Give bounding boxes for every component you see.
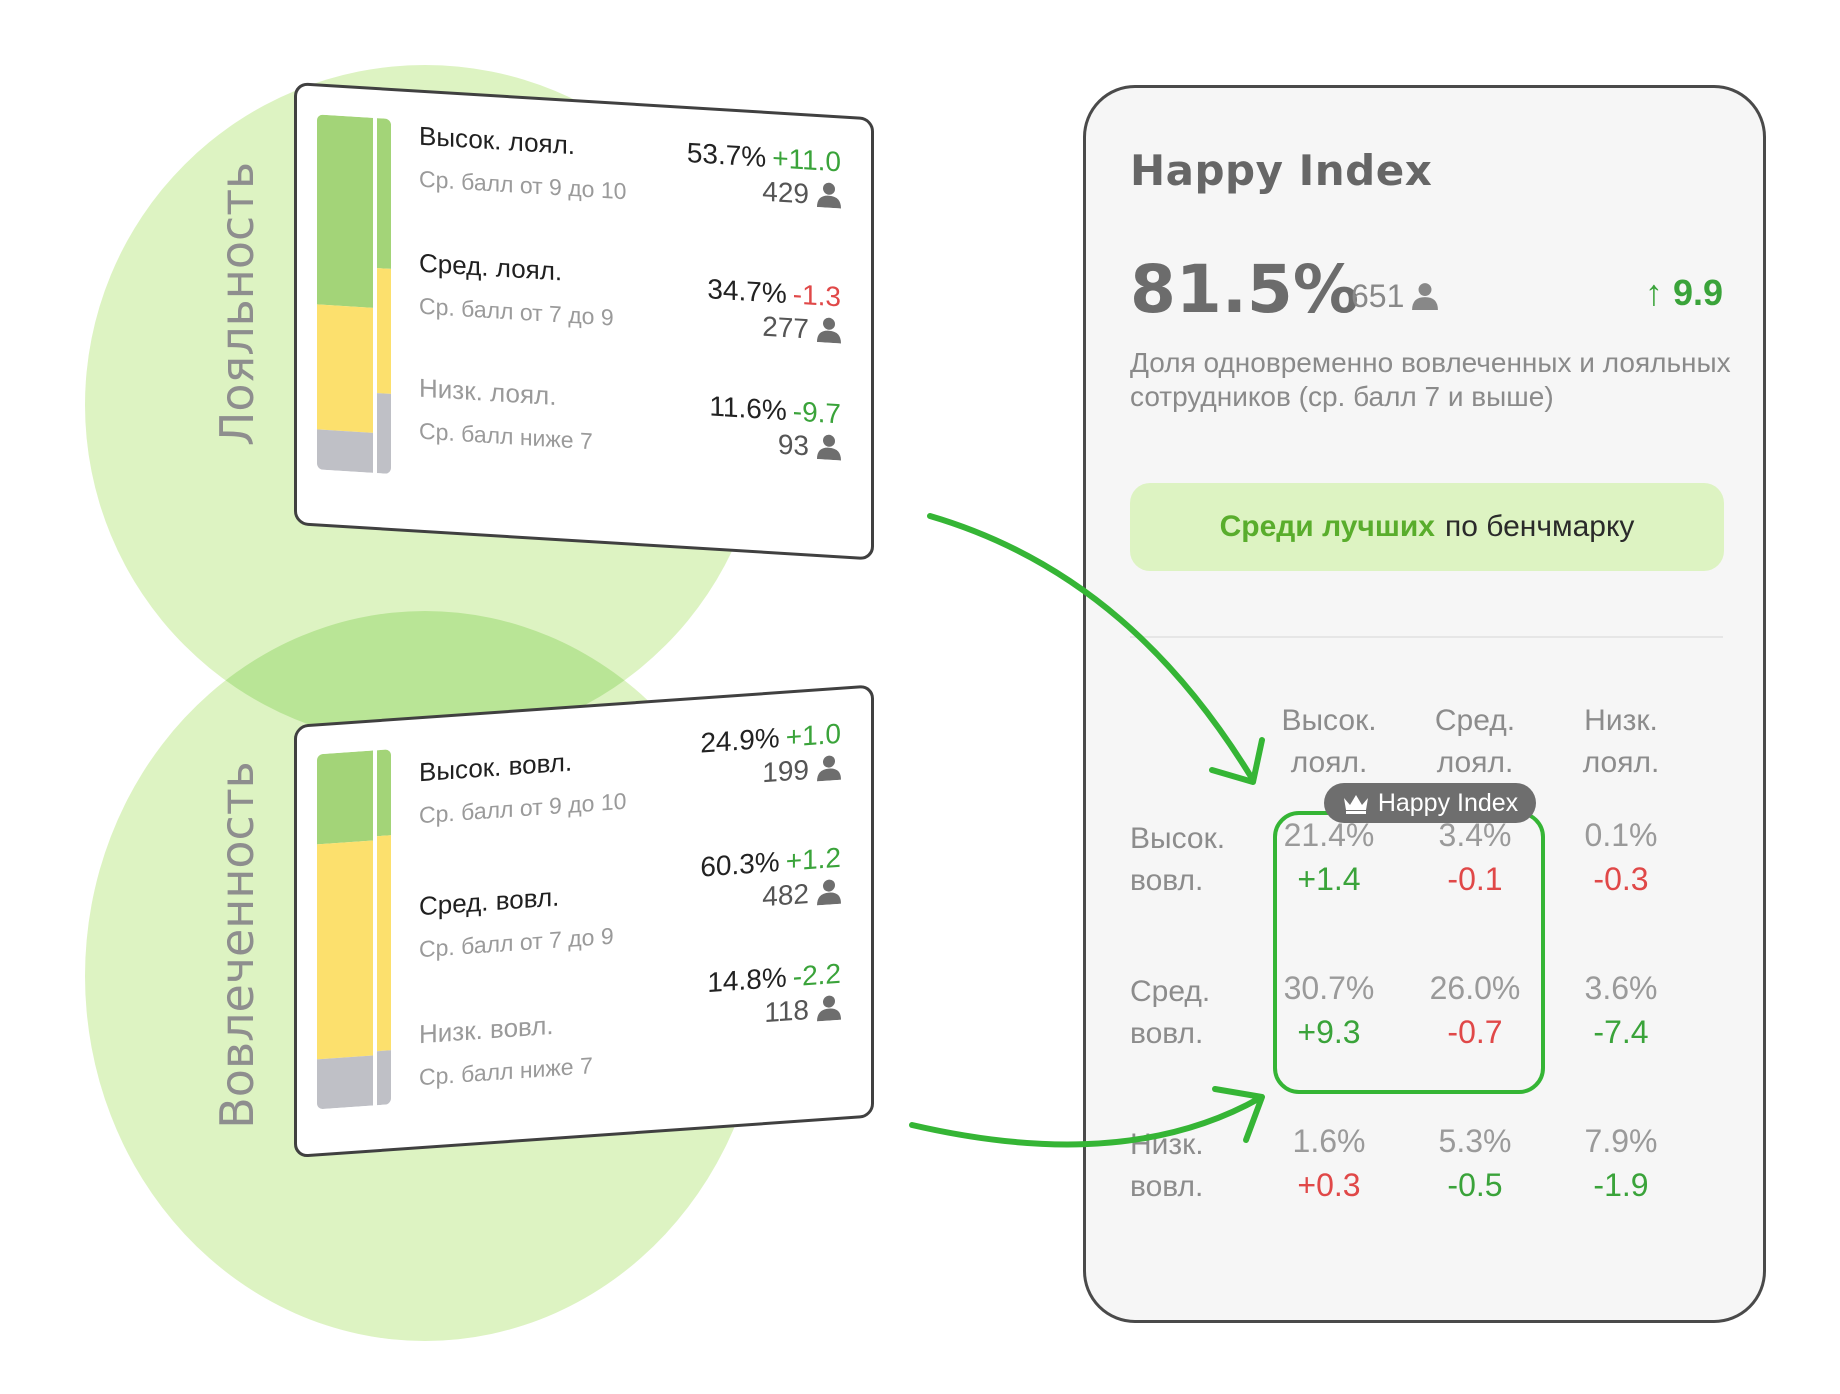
total-count: 651: [1351, 278, 1439, 315]
benchmark-banner: Среди лучших по бенчмарку: [1130, 483, 1724, 571]
panel-title: Happy Index: [1130, 146, 1433, 195]
person-icon: [817, 182, 841, 209]
engagement-stacked-bar: [317, 750, 373, 1110]
cell-delta: +1.4: [1297, 861, 1361, 897]
person-icon: [817, 755, 841, 782]
loyalty-compare-bar: [377, 118, 391, 474]
engagement-card: Высок. вовл. Ср. балл от 9 до 10 24.9% +1…: [294, 684, 874, 1158]
engagement-compare-bar: [377, 749, 391, 1106]
badge-label: Happy Index: [1377, 788, 1519, 817]
column-header: Сред. лоял.: [1434, 704, 1516, 779]
person-icon: [1412, 283, 1439, 310]
column-header: Низк. лоял.: [1582, 704, 1660, 779]
row-header: Высок. вовл.: [1130, 822, 1226, 897]
row-delta: -1.3: [792, 278, 841, 313]
happy-index-panel: Happy Index 81.5% 651 ↑ 9.9 Доля одновре…: [1083, 85, 1766, 1323]
cell-delta: -7.4: [1593, 1014, 1649, 1050]
cell-value: 0.1%: [1584, 817, 1658, 853]
matrix-cell: 1.6% +0.3: [1264, 1119, 1394, 1207]
loyalty-row-high: Высок. лоял. Ср. балл от 9 до 10 53.7% +1…: [419, 121, 841, 219]
matrix-cell: 21.4% +1.4: [1264, 813, 1394, 901]
person-icon: [817, 317, 841, 344]
engagement-axis-label: Вовлеченность: [210, 761, 264, 1129]
benchmark-highlight: Среди лучших: [1219, 510, 1435, 543]
row-count: 118: [764, 993, 809, 1029]
matrix-cell: 0.1% -0.3: [1556, 813, 1686, 901]
happy-index-value: 81.5%: [1130, 251, 1359, 328]
row-count: 277: [762, 310, 809, 345]
engagement-row-high: Высок. вовл. Ср. балл от 9 до 10 24.9% +1…: [419, 718, 841, 830]
row-count: 93: [777, 428, 809, 462]
matrix-cell: 26.0% -0.7: [1410, 966, 1540, 1054]
matrix-cell: 3.6% -7.4: [1556, 966, 1686, 1054]
engagement-row-low: Низк. вовл. Ср. балл ниже 7 14.8% -2.2 11…: [419, 958, 841, 1092]
row-delta: +1.2: [785, 841, 841, 877]
happy-index-delta: ↑ 9.9: [1645, 272, 1723, 314]
cell-value: 21.4%: [1283, 817, 1375, 853]
delta-value: 9.9: [1672, 272, 1723, 313]
loyalty-card: Высок. лоял. Ср. балл от 9 до 10 53.7% +1…: [294, 82, 874, 561]
row-count: 429: [762, 175, 809, 210]
person-icon: [817, 434, 841, 461]
row-percent: 34.7%: [707, 273, 787, 310]
cell-value: 26.0%: [1429, 970, 1521, 1006]
row-percent: 24.9%: [700, 722, 780, 759]
cell-delta: -0.1: [1447, 861, 1503, 897]
row-count: 482: [762, 877, 809, 913]
arrow-up-icon: ↑: [1644, 272, 1663, 313]
row-percent: 53.7%: [686, 137, 767, 173]
matrix-cell: 30.7% +9.3: [1264, 966, 1394, 1054]
cell-delta: -0.3: [1593, 861, 1649, 897]
crown-icon: [1343, 795, 1368, 814]
cell-delta: -1.9: [1593, 1167, 1649, 1203]
cell-delta: +0.3: [1297, 1167, 1361, 1203]
row-header: Сред. вовл.: [1130, 975, 1211, 1050]
row-percent: 11.6%: [709, 390, 787, 427]
cell-value: 30.7%: [1283, 970, 1375, 1006]
loyalty-row-mid: Сред. лоял. Ср. балл от 7 до 9 34.7% -1.3…: [419, 248, 841, 346]
matrix-cell: 7.9% -1.9: [1556, 1119, 1686, 1207]
row-count: 199: [762, 753, 809, 789]
person-icon: [817, 995, 841, 1022]
description: Доля одновременно вовлеченных и лояльных…: [1130, 347, 1731, 412]
divider: [1130, 636, 1723, 638]
cell-value: 3.6%: [1584, 970, 1658, 1006]
total-count-value: 651: [1351, 278, 1405, 314]
loyalty-row-low: Низк. лоял. Ср. балл ниже 7 11.6% -9.7 93: [419, 373, 841, 471]
loyalty-axis-label: Лояльность: [210, 161, 264, 447]
row-header: Низк. вовл.: [1130, 1128, 1204, 1203]
cell-delta: +9.3: [1297, 1014, 1361, 1050]
matrix-cell: 3.4% -0.1: [1410, 813, 1540, 901]
row-percent: 60.3%: [700, 846, 780, 883]
cell-delta: -0.5: [1447, 1167, 1503, 1203]
cell-value: 7.9%: [1584, 1123, 1658, 1159]
cell-delta: -0.7: [1447, 1014, 1503, 1050]
happy-index-badge: Happy Index: [1324, 783, 1536, 823]
row-percent: 14.8%: [707, 961, 787, 999]
matrix-cell: 5.3% -0.5: [1410, 1119, 1540, 1207]
column-header: Высок. лоял.: [1281, 704, 1377, 779]
row-delta: -9.7: [792, 395, 841, 430]
engagement-row-mid: Сред. вовл. Ср. балл от 7 до 9 60.3% +1.2…: [419, 842, 841, 964]
cell-value: 3.4%: [1438, 817, 1512, 853]
person-icon: [817, 879, 841, 906]
cell-value: 5.3%: [1438, 1123, 1512, 1159]
row-delta: +11.0: [772, 142, 841, 178]
row-delta: -2.2: [792, 957, 841, 993]
row-delta: +1.0: [785, 717, 841, 753]
benchmark-text: по бенчмарку: [1444, 510, 1635, 543]
cell-value: 1.6%: [1292, 1123, 1366, 1159]
loyalty-stacked-bar: [317, 114, 373, 473]
